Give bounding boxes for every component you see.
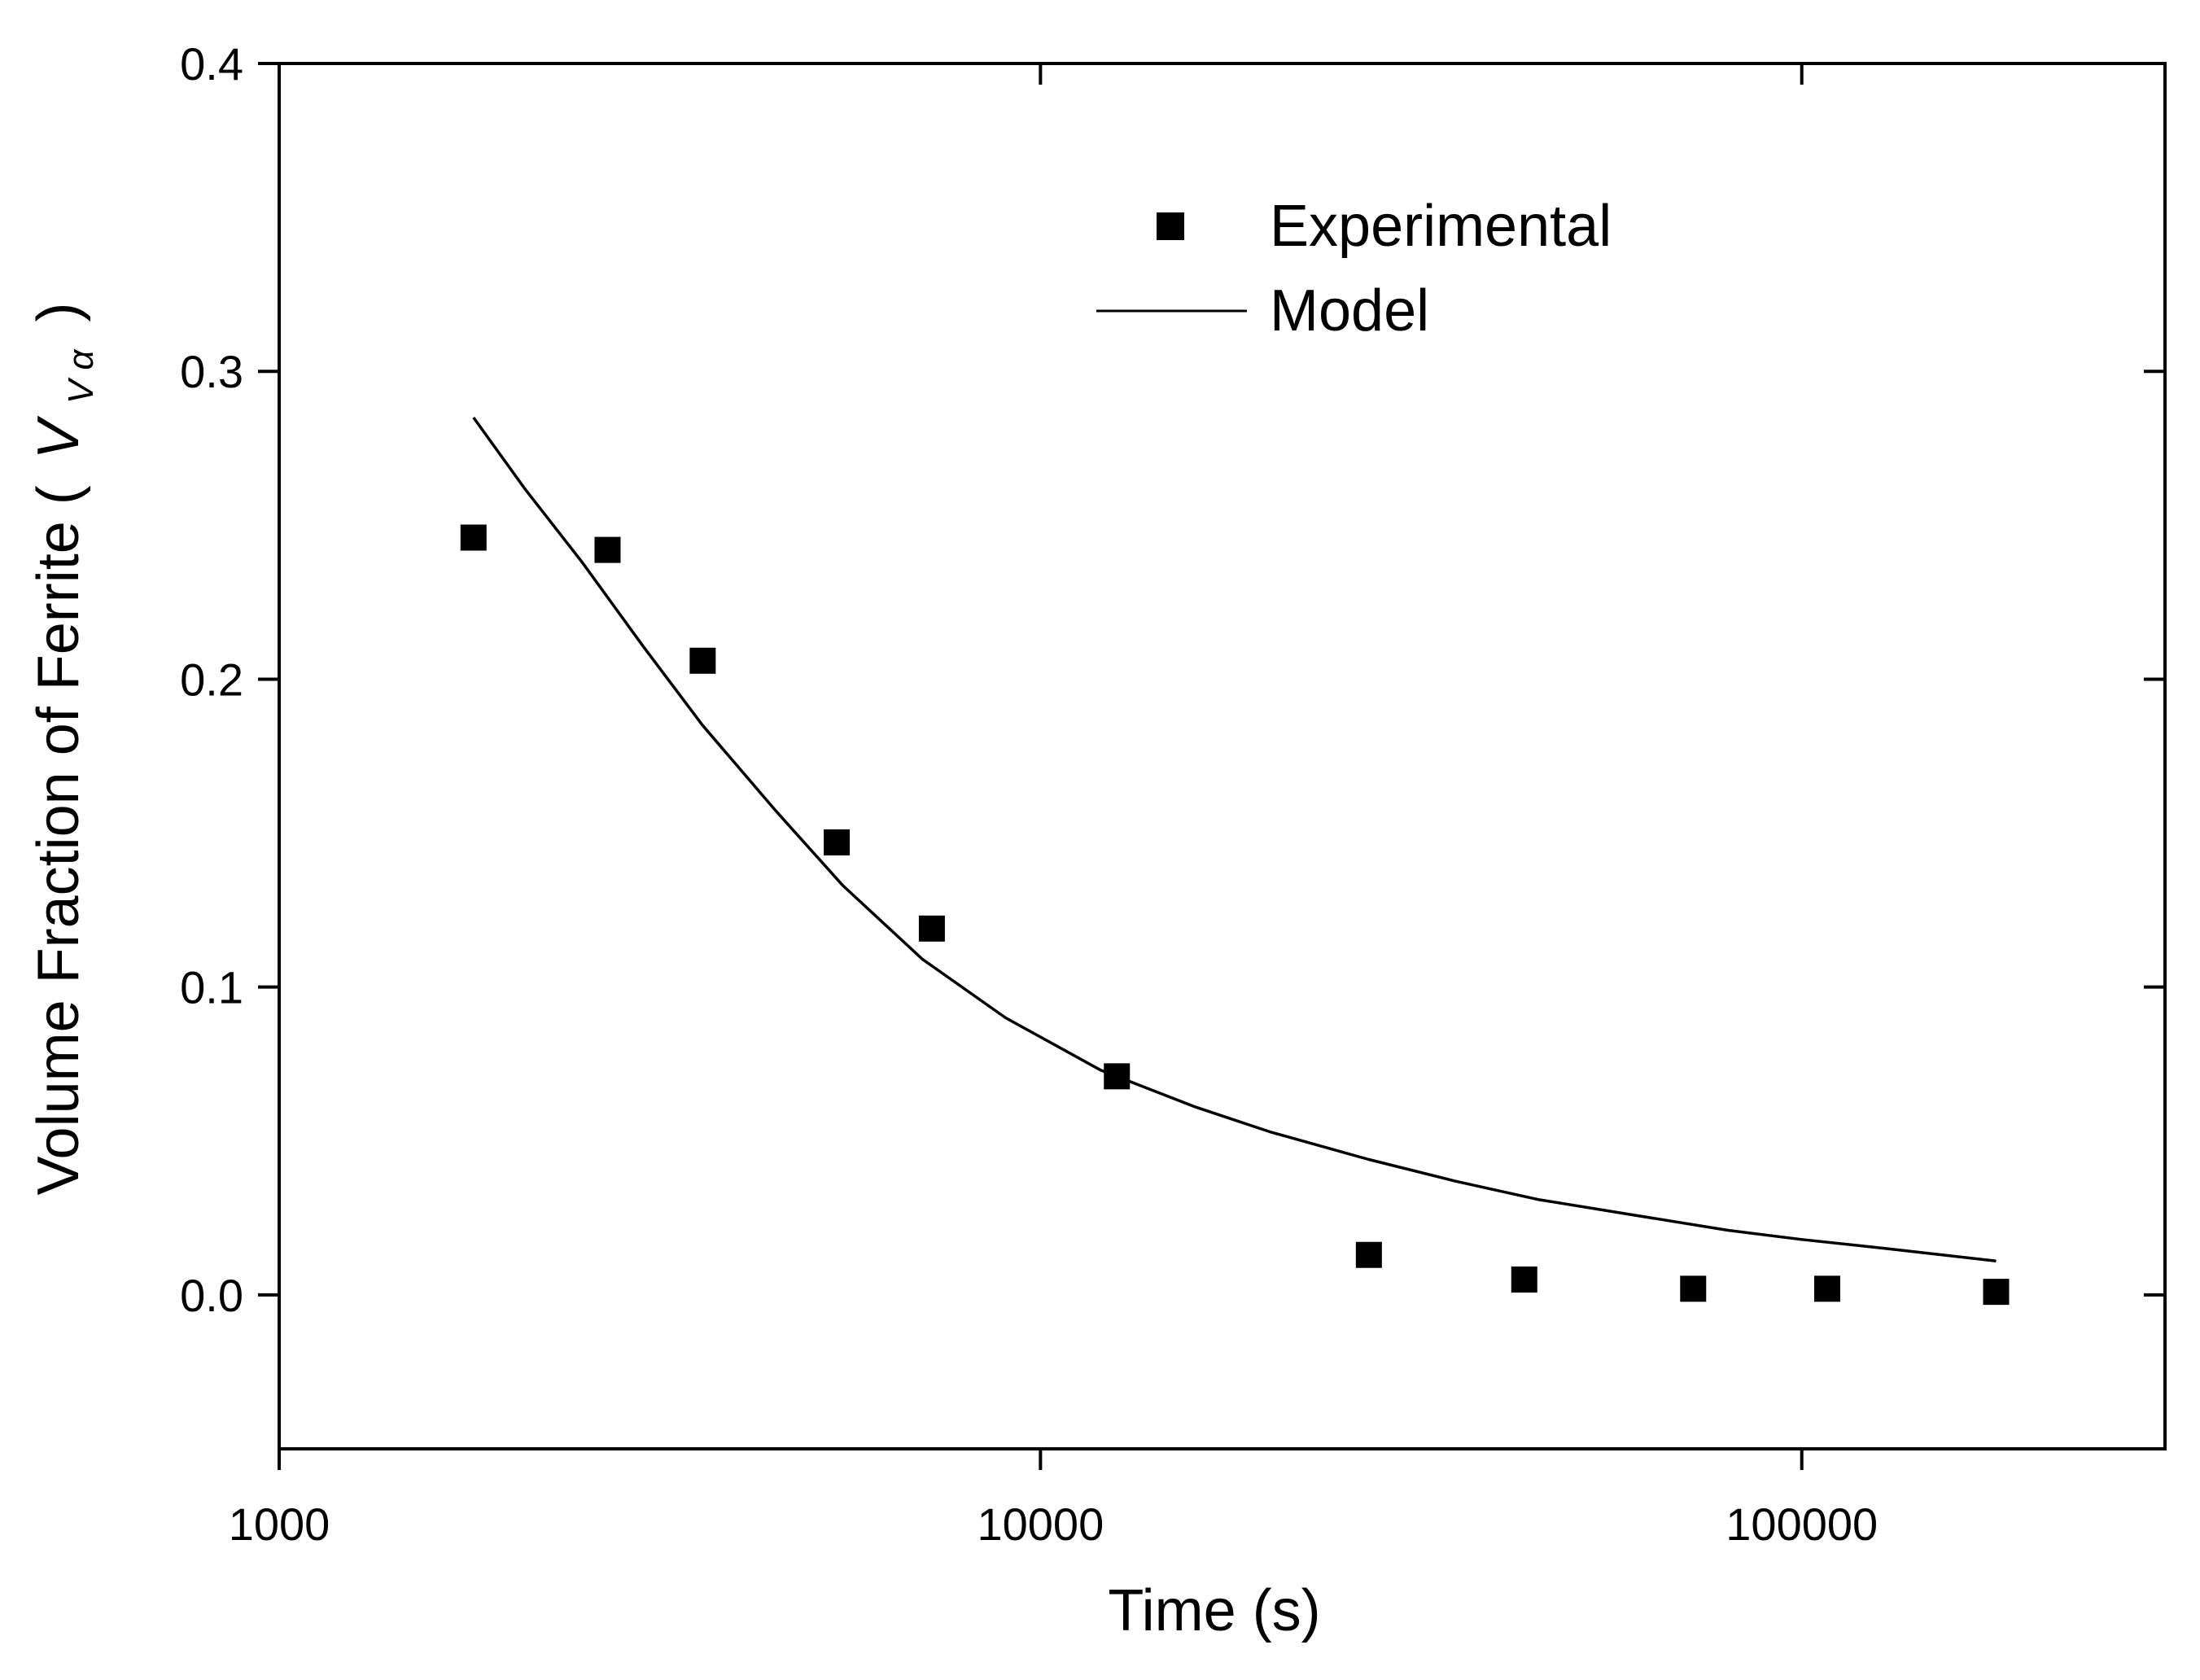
data-point-experimental — [1983, 1279, 2010, 1306]
legend-label-experimental: Experimental — [1270, 194, 1612, 259]
data-point-experimental — [824, 829, 851, 855]
plot-frame — [278, 62, 2167, 1450]
svg-text:Volume Fraction of Ferrite (: Volume Fraction of Ferrite ( V V α ) — [26, 302, 106, 1195]
legend-marker-experimental — [1157, 212, 1184, 240]
y-tick-label: 0.1 — [180, 962, 243, 1013]
data-point-experimental — [1813, 1275, 1840, 1302]
data-point-experimental — [594, 536, 621, 563]
y-tick-label: 0.0 — [180, 1270, 243, 1321]
y-axis-title-symbol: V — [26, 415, 91, 459]
y-tick-label: 0.3 — [180, 346, 243, 397]
data-point-experimental — [918, 915, 945, 942]
plot-area: 1000 10000 100000 0.0 0.1 0.2 0.3 0.4 — [180, 38, 2167, 1550]
y-axis-title-subscript: V α — [61, 348, 101, 405]
legend-label-model: Model — [1270, 278, 1429, 343]
y-axis-title-close: ) — [26, 302, 91, 322]
x-axis-title: Time (s) — [1108, 1578, 1320, 1643]
data-point-experimental — [460, 524, 487, 551]
y-axis-title: Volume Fraction of Ferrite ( V V α ) — [26, 302, 106, 1195]
x-tick-label: 1000 — [229, 1498, 330, 1550]
series-line-model — [472, 416, 1997, 1263]
y-axis-title-main: Volume Fraction of Ferrite ( — [26, 485, 91, 1195]
data-point-experimental — [1511, 1266, 1537, 1293]
y-tick-label: 0.4 — [180, 38, 243, 90]
legend: Experimental Model — [1096, 194, 1612, 343]
data-point-experimental — [1355, 1241, 1382, 1268]
data-point-experimental — [689, 647, 716, 674]
y-tick-label: 0.2 — [180, 654, 243, 705]
x-tick-label: 100000 — [1725, 1498, 1878, 1550]
data-point-experimental — [1680, 1275, 1707, 1302]
x-tick-label: 10000 — [977, 1498, 1104, 1550]
